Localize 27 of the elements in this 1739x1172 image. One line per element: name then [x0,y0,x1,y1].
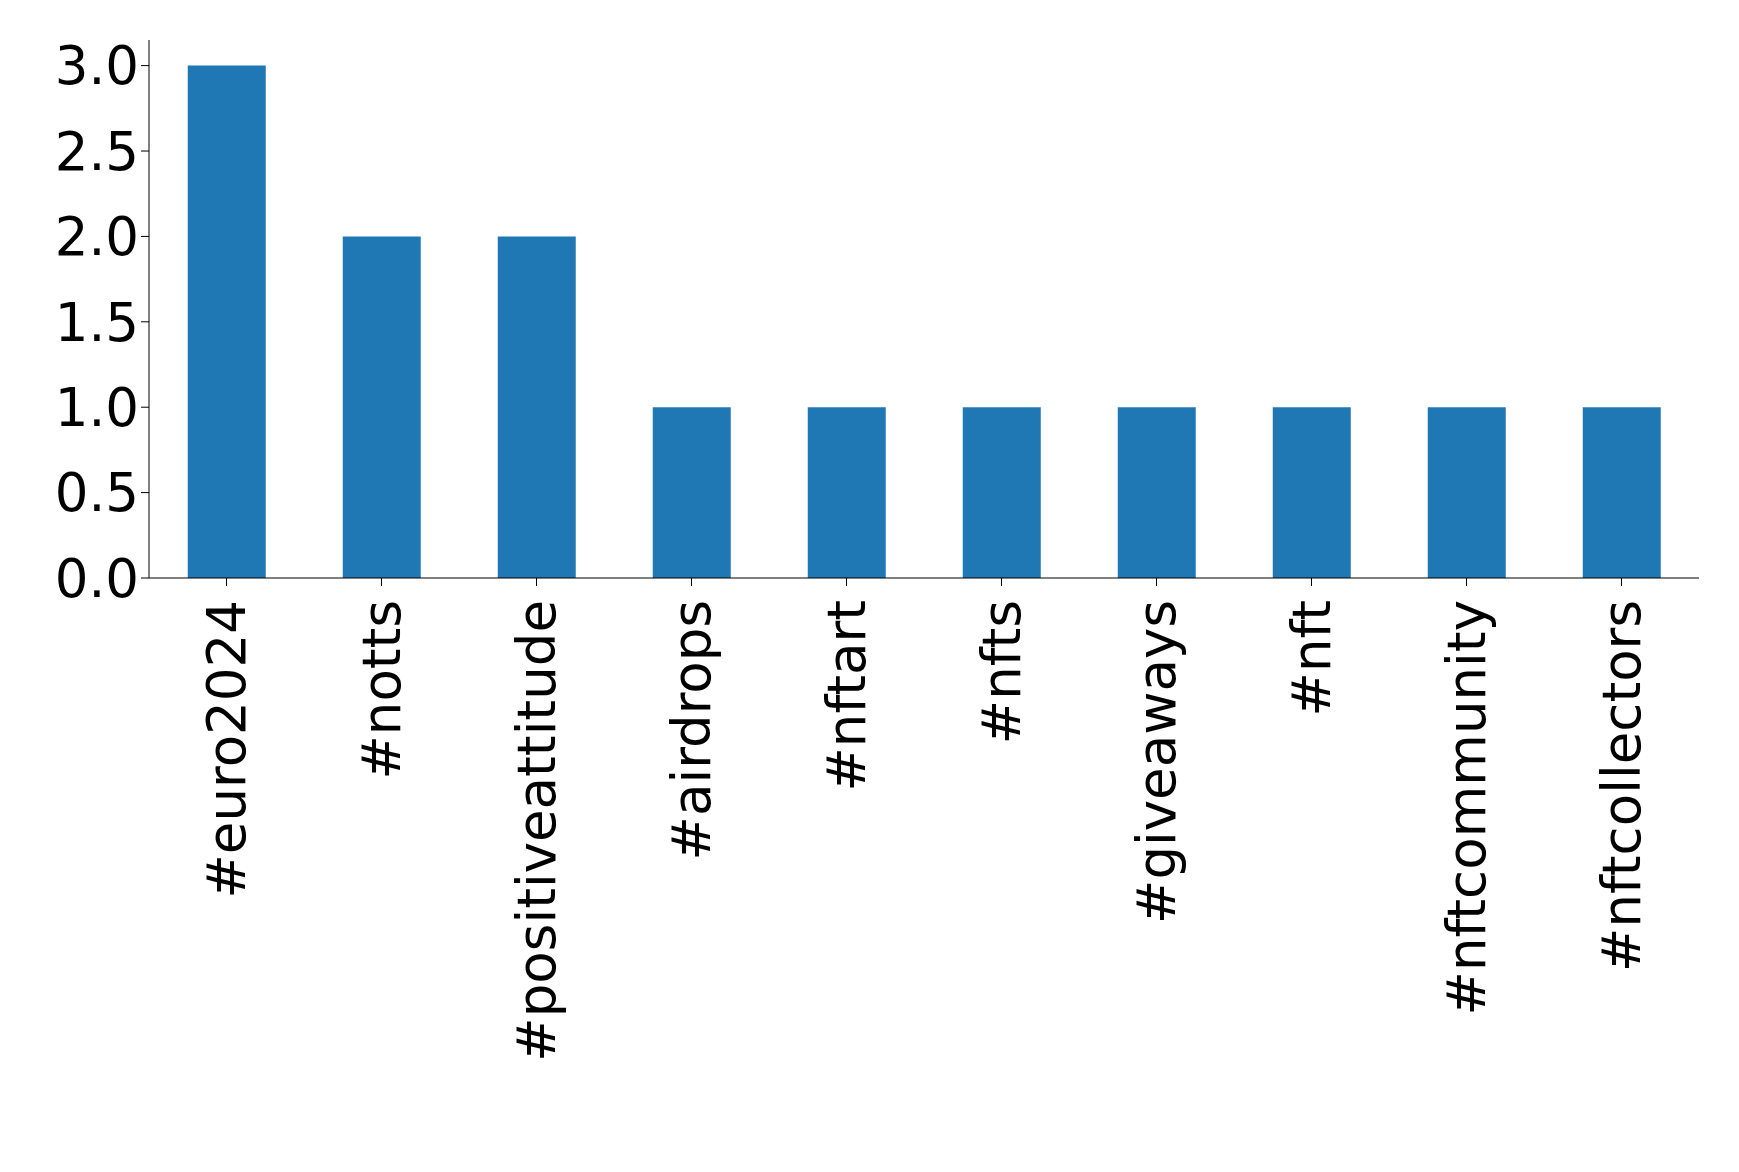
x-tick-label: #nfts [971,600,1032,745]
bar [1272,407,1351,578]
bar [652,407,731,578]
bar [1582,407,1661,578]
x-tick-label: #nftcollectors [1591,600,1652,972]
x-tick-label: #nft [1281,600,1342,717]
y-tick-label: 0.5 [54,462,139,524]
bar [497,236,576,578]
x-tick-label: #notts [351,600,412,780]
y-tick-label: 2.5 [54,120,139,182]
bar [962,407,1041,578]
x-tick-label: #giveaways [1126,600,1187,925]
y-tick-label: 1.5 [54,291,139,353]
y-tick-label: 3.0 [54,35,139,97]
y-tick-label: 1.0 [54,377,139,439]
x-tick-label: #airdrops [661,600,722,861]
y-tick-label: 0.0 [54,547,139,609]
y-tick-label: 2.0 [54,206,139,268]
x-tick-label: #positiveattitude [506,600,567,1062]
bar [342,236,421,578]
x-tick-label: #euro2024 [196,600,257,899]
bar [187,65,266,578]
x-tick-label: #nftart [816,600,877,792]
bar [807,407,886,578]
bar [1427,407,1506,578]
x-tick-label: #nftcommunity [1436,600,1497,1016]
bar [1117,407,1196,578]
